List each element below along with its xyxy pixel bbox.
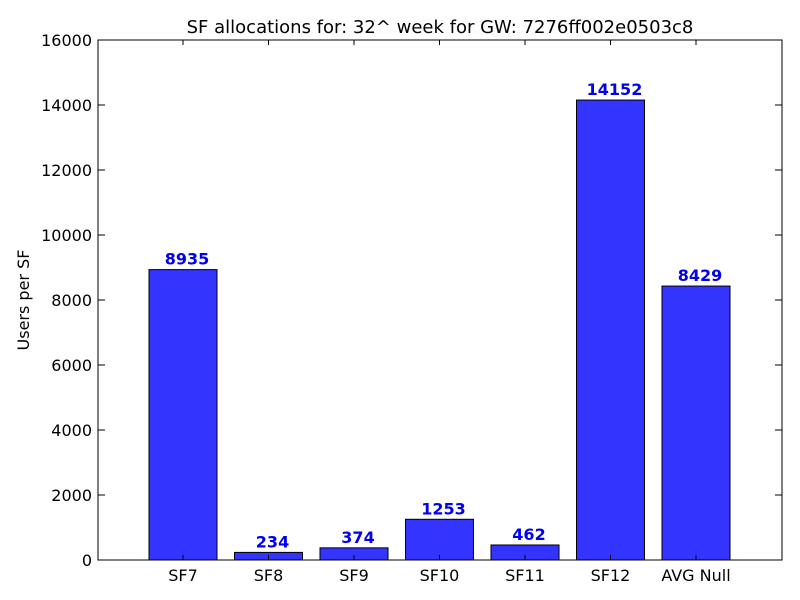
data-label: 462 <box>512 525 545 544</box>
x-tick-label: SF8 <box>254 566 284 585</box>
x-tick-label: SF10 <box>420 566 460 585</box>
y-tick-label: 2000 <box>51 486 92 505</box>
data-label: 234 <box>256 532 289 551</box>
y-tick-label: 8000 <box>51 291 92 310</box>
bar-sf10 <box>405 518 474 561</box>
x-tick-label: AVG Null <box>661 566 730 585</box>
y-tick-label: 14000 <box>41 96 92 115</box>
data-label: 14152 <box>587 80 643 99</box>
plot-area: 8935 SF7 234 SF8 374 SF9 1253 SF10 462 SF11 14152 S… <box>41 31 783 585</box>
x-tick-label: SF9 <box>339 566 369 585</box>
y-tick-label: 10000 <box>41 226 92 245</box>
chart-title: SF allocations for: 32^ week for GW: 727… <box>187 17 694 38</box>
x-tick-label: SF7 <box>168 566 198 585</box>
y-tick-label: 12000 <box>41 161 92 180</box>
bar-avg-null <box>661 285 731 561</box>
x-tick-label: SF12 <box>591 566 631 585</box>
bar-sf7 <box>148 269 218 561</box>
y-tick-label: 16000 <box>41 31 92 50</box>
bar-sf12 <box>576 99 645 561</box>
data-label: 1253 <box>421 499 466 518</box>
plot-frame <box>97 39 783 561</box>
y-axis-label: Users per SF <box>14 250 33 351</box>
x-tick-label: SF11 <box>505 566 545 585</box>
data-label: 374 <box>341 528 374 547</box>
data-label: 8429 <box>678 266 723 285</box>
y-tick-label: 6000 <box>51 356 92 375</box>
y-tick-label: 0 <box>82 551 92 570</box>
y-tick-label: 4000 <box>51 421 92 440</box>
data-label: 8935 <box>165 250 210 269</box>
